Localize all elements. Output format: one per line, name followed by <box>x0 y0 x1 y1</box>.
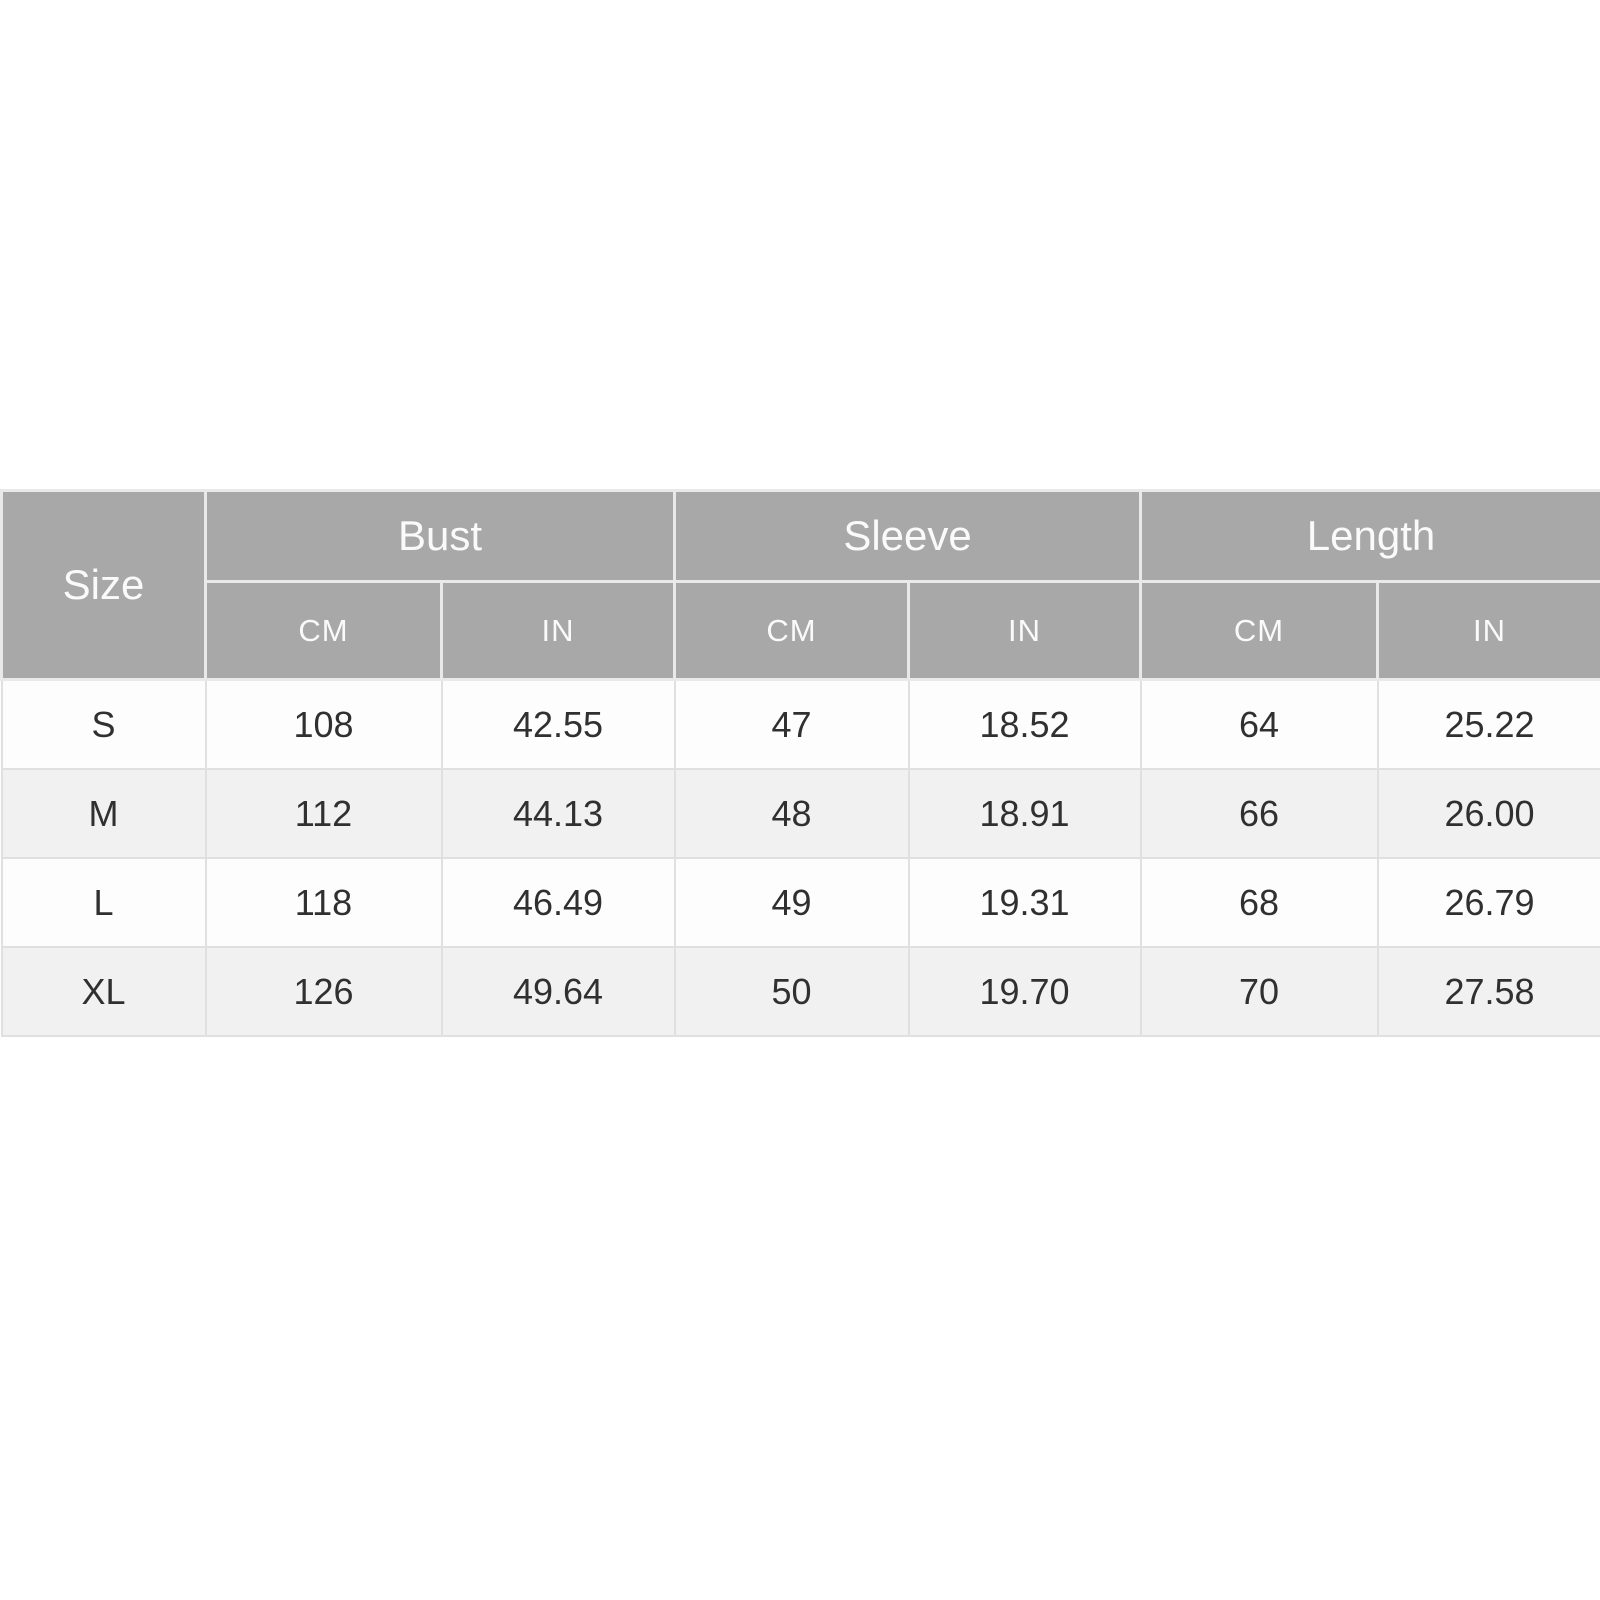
table-cell: 70 <box>1139 946 1379 1037</box>
table-cell: 27.58 <box>1376 946 1600 1037</box>
unit-header-length-in: IN <box>1376 580 1600 681</box>
table-cell: 112 <box>204 768 443 859</box>
size-label-cell: XL <box>0 946 207 1037</box>
table-cell: 48 <box>673 768 910 859</box>
size-label-cell: M <box>0 768 207 859</box>
group-header-bust: Bust <box>203 489 677 583</box>
table-row-l: L 118 46.49 49 19.31 68 26.79 <box>0 857 1600 948</box>
unit-header-length-cm: CM <box>1139 580 1380 681</box>
header-unit-row: CM IN CM IN CM IN <box>2 580 1600 681</box>
table-row-xl: XL 126 49.64 50 19.70 70 27.58 <box>0 946 1600 1037</box>
table-cell: 108 <box>204 678 443 770</box>
table-cell: 66 <box>1139 768 1379 859</box>
group-header-length: Length <box>1139 489 1600 583</box>
table-row-s: S 108 42.55 47 18.52 64 25.22 <box>0 678 1600 770</box>
header-group-row: Size Bust Sleeve Length <box>0 489 1600 681</box>
unit-header-bust-in: IN <box>439 580 677 681</box>
table-cell: 118 <box>204 857 443 948</box>
size-label-cell: S <box>0 678 207 770</box>
table-cell: 26.79 <box>1376 857 1600 948</box>
size-corner-header: Size <box>0 489 207 681</box>
table-cell: 47 <box>673 678 910 770</box>
table-cell: 46.49 <box>440 857 676 948</box>
table-cell: 25.22 <box>1376 678 1600 770</box>
table-cell: 49 <box>673 857 910 948</box>
table-cell: 64 <box>1139 678 1379 770</box>
table-cell: 126 <box>204 946 443 1037</box>
table-cell: 19.70 <box>907 946 1142 1037</box>
table-cell: 26.00 <box>1376 768 1600 859</box>
unit-header-sleeve-in: IN <box>907 580 1143 681</box>
table-cell: 42.55 <box>440 678 676 770</box>
size-chart-table: Size Bust Sleeve Length CM IN CM IN CM I… <box>0 489 1600 1037</box>
table-cell: 18.52 <box>907 678 1142 770</box>
table-row-m: M 112 44.13 48 18.91 66 26.00 <box>0 768 1600 859</box>
table-cell: 19.31 <box>907 857 1142 948</box>
table-cell: 44.13 <box>440 768 676 859</box>
table-cell: 49.64 <box>440 946 676 1037</box>
group-header-sleeve: Sleeve <box>673 489 1143 583</box>
table-cell: 18.91 <box>907 768 1142 859</box>
table-cell: 68 <box>1139 857 1379 948</box>
size-label-cell: L <box>0 857 207 948</box>
unit-header-sleeve-cm: CM <box>673 580 911 681</box>
unit-header-bust-cm: CM <box>204 580 443 681</box>
table-cell: 50 <box>673 946 910 1037</box>
